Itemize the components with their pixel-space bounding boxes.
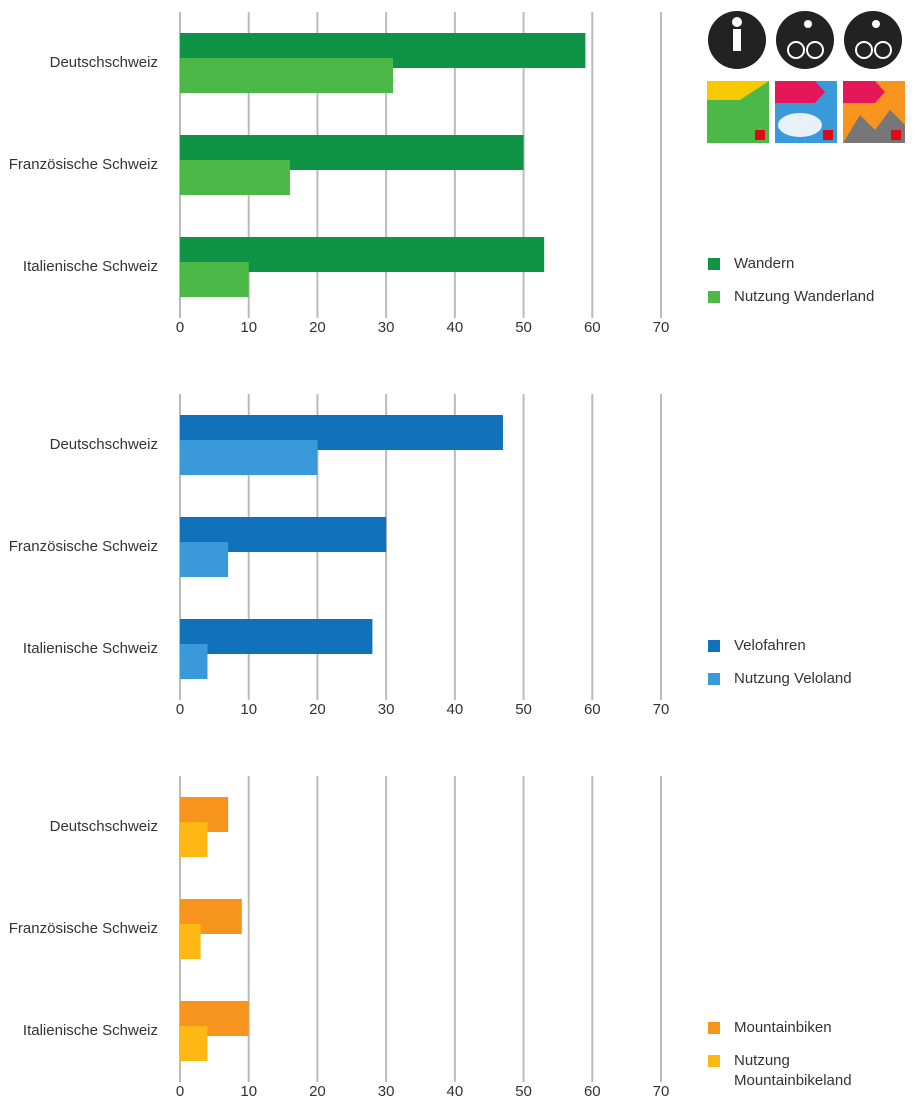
category-label: Deutschschweiz [50, 818, 158, 835]
x-tick-label: 50 [515, 701, 532, 718]
category-label: Deutschschweiz [50, 54, 158, 71]
legend-label: Nutzung Wanderland [734, 288, 875, 305]
bar [180, 644, 208, 679]
legend-swatch [708, 1055, 720, 1067]
legend-swatch [708, 291, 720, 303]
x-tick-label: 10 [240, 701, 257, 718]
legend-label: Mountainbiken [734, 1019, 832, 1036]
bar [180, 1026, 208, 1061]
bar [180, 160, 290, 195]
icons [707, 11, 905, 143]
x-tick-label: 20 [309, 701, 326, 718]
x-tick-label: 40 [447, 319, 464, 336]
legend-swatch [708, 640, 720, 652]
bar [180, 822, 208, 857]
bar [180, 262, 249, 297]
bar [180, 924, 201, 959]
x-tick-label: 50 [515, 319, 532, 336]
x-tick-label: 30 [378, 1083, 395, 1097]
bar [180, 619, 373, 654]
x-tick-label: 20 [309, 1083, 326, 1097]
category-label: Italienische Schweiz [23, 258, 158, 275]
x-tick-label: 60 [584, 1083, 601, 1097]
x-tick-label: 60 [584, 701, 601, 718]
bar [180, 440, 318, 475]
category-label: Italienische Schweiz [23, 640, 158, 657]
x-tick-label: 0 [176, 1083, 184, 1097]
legend-label: Nutzung Mountainbikeland [734, 1052, 852, 1089]
category-label: Französische Schweiz [9, 920, 158, 937]
legend-label: Nutzung Veloland [734, 670, 852, 687]
category-label: Französische Schweiz [9, 538, 158, 555]
x-tick-label: 0 [176, 319, 184, 336]
x-tick-label: 20 [309, 319, 326, 336]
category-label: Französische Schweiz [9, 156, 158, 173]
x-tick-label: 40 [447, 701, 464, 718]
category-label: Italienische Schweiz [23, 1022, 158, 1039]
x-tick-label: 30 [378, 319, 395, 336]
x-tick-label: 70 [653, 319, 670, 336]
x-tick-label: 70 [653, 1083, 670, 1097]
bar [180, 58, 394, 93]
legend-label: Wandern [734, 255, 795, 272]
x-tick-label: 10 [240, 1083, 257, 1097]
x-tick-label: 30 [378, 701, 395, 718]
x-tick-label: 10 [240, 319, 257, 336]
legend-label: Velofahren [734, 637, 806, 654]
x-tick-label: 60 [584, 319, 601, 336]
category-label: Deutschschweiz [50, 436, 158, 453]
legend-swatch [708, 258, 720, 270]
x-tick-label: 50 [515, 1083, 532, 1097]
bar [180, 542, 229, 577]
x-tick-label: 0 [176, 701, 184, 718]
legend-swatch [708, 673, 720, 685]
x-tick-label: 70 [653, 701, 670, 718]
x-tick-label: 40 [447, 1083, 464, 1097]
legend-swatch [708, 1022, 720, 1034]
